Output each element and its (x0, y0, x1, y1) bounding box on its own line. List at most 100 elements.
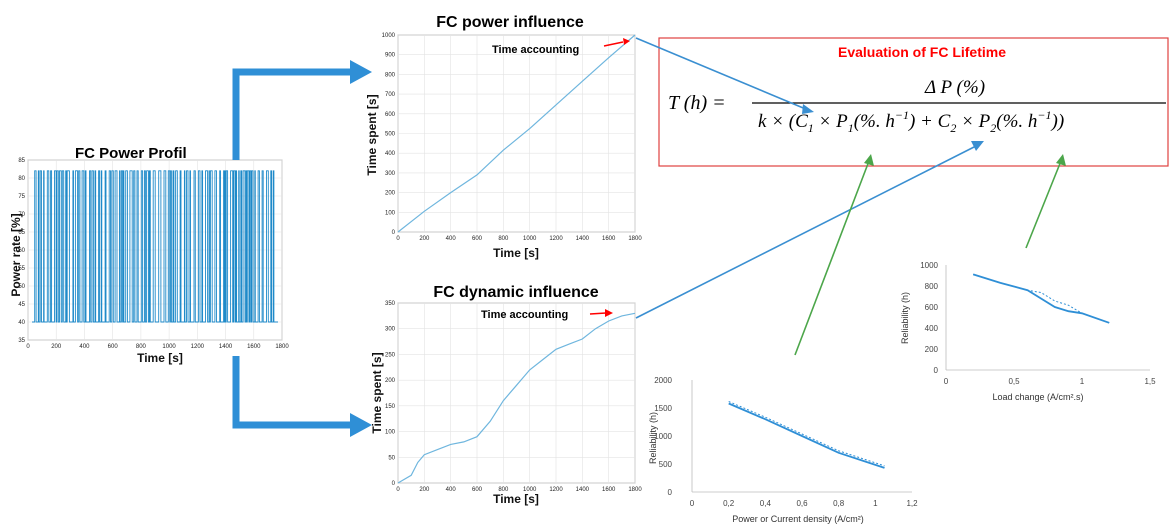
reliability-load-y-tick-label: 200 (925, 345, 939, 354)
power-x-tick-label: 400 (446, 236, 457, 242)
reliability-load-y-tick-label: 800 (925, 282, 939, 291)
profile-x-tick-label: 200 (51, 344, 62, 350)
power-x-ticks: 0 200 400 600 800 1000 1200 1400 1600 1800 (396, 236, 642, 242)
dynamic-x-tick-label: 800 (498, 487, 509, 493)
formula-denominator: k × (C1 × P1(%. h−1) + C2 × P2(%. h−1)) (758, 108, 1064, 135)
dynamic-x-tick-label: 1000 (523, 487, 537, 493)
power-y-tick-label: 600 (385, 112, 396, 118)
reliability-load-x-ticks: 0 0,5 1 1,5 (944, 377, 1156, 386)
dynamic-annotation: Time accounting (481, 309, 568, 321)
dynamic-title: FC dynamic influence (433, 284, 598, 301)
dynamic-annotation-arrowhead (605, 309, 613, 317)
profile-signal (32, 170, 278, 323)
power-y-tick-label: 800 (385, 72, 396, 78)
power-annotation-arrow (603, 41, 624, 47)
power-title: FC power influence (436, 14, 584, 31)
connector-lines (635, 37, 1066, 356)
profile-x-tick-label: 1000 (162, 344, 176, 350)
connector-power-arrowhead (802, 104, 814, 114)
power-y-tick-label: 900 (385, 53, 396, 59)
profile-x-tick-label: 400 (79, 344, 90, 350)
reliability-current-trendline (728, 401, 885, 467)
dynamic-x-tick-label: 0 (396, 487, 400, 493)
dynamic-x-tick-label: 600 (472, 487, 483, 493)
connector-reliability-p2 (1025, 160, 1062, 249)
arrow-head-dynamic (350, 413, 372, 437)
dynamic-y-tick-label: 250 (385, 352, 396, 358)
profile-ylabel: Power rate [%] (9, 213, 23, 296)
reliability-current-panel: 0 500 1000 1500 2000 0 0,2 0,4 0,6 0,8 1 1,2 Power… (648, 376, 918, 524)
dynamic-y-tick-label: 100 (385, 430, 396, 436)
profile-y-tick-label: 50 (18, 284, 25, 290)
profile-x-tick-label: 1400 (219, 344, 233, 350)
reliability-load-xlabel: Load change (A/cm².s) (992, 392, 1083, 402)
reliability-current-x-tick-label: 1 (873, 499, 878, 508)
profile-x-tick-label: 1600 (247, 344, 261, 350)
connector-p1-arrowhead (864, 154, 874, 166)
connector-dynamic-arrowhead (971, 141, 984, 151)
power-x-tick-label: 1200 (549, 236, 563, 242)
power-ylabel: Time spent [s] (365, 94, 379, 175)
profile-x-tick-label: 1200 (191, 344, 205, 350)
power-annotation: Time accounting (492, 44, 579, 56)
power-x-tick-label: 800 (498, 236, 509, 242)
profile-y-tick-label: 40 (18, 320, 25, 326)
power-y-tick-label: 100 (385, 210, 396, 216)
profile-x-tick-label: 600 (108, 344, 119, 350)
formula-panel: Evaluation of FC Lifetime T (h) = Δ P (%… (658, 37, 1169, 167)
arrow-to-power (232, 68, 352, 160)
dynamic-annotation-arrow (589, 312, 607, 315)
power-series-line (397, 34, 636, 233)
profile-y-tick-label: 85 (18, 158, 25, 164)
profile-x-tick-label: 1800 (275, 344, 289, 350)
flow-arrows (232, 60, 372, 437)
connector-reliability-p1 (794, 160, 870, 356)
reliability-load-trendline (973, 273, 1110, 324)
power-panel: FC power influence 0 100 200 300 400 500 600 70… (365, 14, 642, 260)
dynamic-x-tick-label: 1200 (549, 487, 563, 493)
reliability-load-line (972, 273, 1110, 324)
power-grid (397, 34, 636, 233)
dynamic-y-tick-label: 150 (385, 404, 396, 410)
power-y-tick-label: 200 (385, 191, 396, 197)
dynamic-x-tick-label: 1400 (576, 487, 590, 493)
dynamic-y-tick-label: 350 (385, 301, 396, 307)
power-x-tick-label: 1000 (523, 236, 537, 242)
dynamic-y-tick-label: 200 (385, 378, 396, 384)
profile-title: FC Power Profil (75, 145, 187, 162)
reliability-current-x-tick-label: 0,8 (833, 499, 845, 508)
profile-y-tick-label: 75 (18, 194, 25, 200)
connector-dynamic-to-formula (635, 144, 979, 319)
reliability-current-x-tick-label: 0 (690, 499, 695, 508)
reliability-load-y-tick-label: 400 (925, 324, 939, 333)
power-y-ticks: 0 100 200 300 400 500 600 700 800 900 1000 (382, 33, 396, 236)
power-x-tick-label: 1400 (576, 236, 590, 242)
dynamic-y-ticks: 0 50 100 150 200 250 300 350 (385, 301, 396, 487)
dynamic-x-tick-label: 1800 (628, 487, 642, 493)
power-y-tick-label: 0 (392, 230, 396, 236)
dynamic-x-tick-label: 200 (419, 487, 430, 493)
arrow-to-dynamic (232, 356, 352, 429)
power-y-tick-label: 1000 (382, 33, 396, 39)
power-y-tick-label: 300 (385, 171, 396, 177)
profile-x-ticks: 0 200 400 600 800 1000 1200 1400 1600 1800 (26, 344, 289, 350)
power-annotation-arrowhead (623, 38, 630, 45)
profile-panel: FC Power Profil 35 40 45 50 55 60 65 70 75 80 85 0… (9, 145, 289, 365)
dynamic-y-tick-label: 300 (385, 327, 396, 333)
reliability-load-y-tick-label: 600 (925, 303, 939, 312)
connector-p2-arrowhead (1056, 154, 1066, 166)
dynamic-x-tick-label: 1600 (602, 487, 616, 493)
profile-y-tick-label: 65 (18, 230, 25, 236)
reliability-current-x-tick-label: 0,2 (723, 499, 735, 508)
profile-x-tick-label: 800 (136, 344, 147, 350)
profile-xlabel: Time [s] (137, 351, 183, 365)
reliability-load-y-tick-label: 1000 (920, 261, 938, 270)
reliability-current-y-tick-label: 1000 (654, 432, 672, 441)
reliability-current-ylabel: Reliability (h) (648, 412, 658, 464)
reliability-load-y-tick-label: 0 (934, 366, 939, 375)
reliability-load-x-tick-label: 0 (944, 377, 949, 386)
dynamic-ylabel: Time spent [s] (370, 352, 384, 433)
lifetime-formula: T (h) = Δ P (%) k × (C1 × P1(%. h−1) + C… (668, 77, 1166, 135)
power-x-tick-label: 1600 (602, 236, 616, 242)
reliability-load-x-tick-label: 1,5 (1144, 377, 1156, 386)
